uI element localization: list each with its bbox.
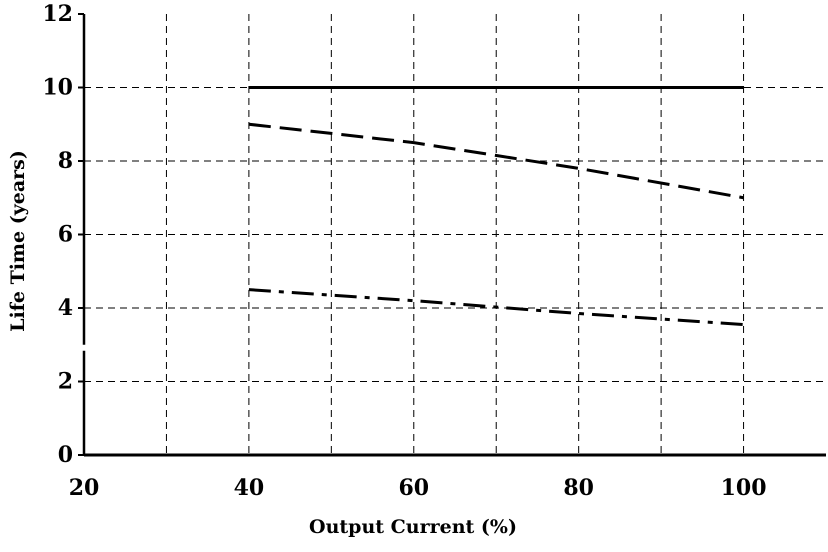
- x-tick-label: 40: [234, 475, 265, 501]
- tick-labels: 0 2 4 6 8 10 12 20 40 60 80 100: [42, 1, 766, 501]
- x-axis-title: Output Current (%): [309, 516, 517, 538]
- y-axis-title: Life Time (years): [7, 150, 29, 332]
- y-tick-label: 8: [58, 148, 73, 174]
- series-line-dashdot: [248, 288, 744, 327]
- y-tick-label: 10: [42, 75, 73, 101]
- x-tick-label: 60: [398, 475, 429, 501]
- y-tick-label: 2: [58, 369, 73, 395]
- data-series: [248, 86, 744, 327]
- x-tick-label: 20: [69, 475, 100, 501]
- plot-frame: [78, 13, 826, 457]
- x-tick-label: 80: [563, 475, 594, 501]
- grid-lines: [84, 14, 826, 455]
- y-tick-label: 6: [58, 222, 73, 248]
- y-tick-label: 12: [42, 1, 73, 27]
- x-tick-label: 100: [721, 475, 767, 501]
- y-tick-label: 4: [58, 295, 73, 321]
- series-line-dashed: [248, 122, 744, 200]
- y-tick-label: 0: [58, 442, 73, 468]
